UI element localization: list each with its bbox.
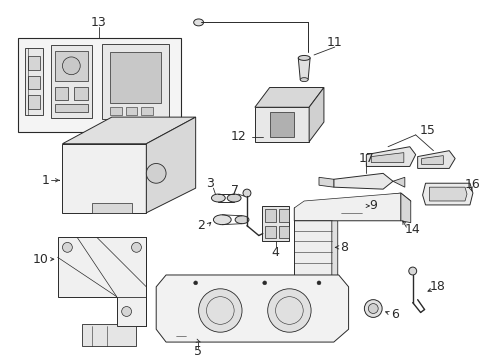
Circle shape bbox=[267, 289, 310, 332]
Ellipse shape bbox=[211, 194, 225, 202]
Circle shape bbox=[62, 242, 72, 252]
Text: 12: 12 bbox=[230, 130, 245, 143]
Polygon shape bbox=[146, 117, 195, 213]
Polygon shape bbox=[62, 144, 146, 213]
Ellipse shape bbox=[300, 78, 307, 82]
Text: 13: 13 bbox=[91, 16, 106, 29]
Polygon shape bbox=[294, 208, 331, 277]
Polygon shape bbox=[340, 206, 362, 220]
Text: 4: 4 bbox=[271, 246, 279, 259]
Polygon shape bbox=[428, 187, 466, 201]
Polygon shape bbox=[318, 177, 333, 187]
Circle shape bbox=[131, 242, 141, 252]
Polygon shape bbox=[331, 208, 337, 283]
Ellipse shape bbox=[193, 19, 203, 26]
Polygon shape bbox=[254, 107, 308, 142]
Polygon shape bbox=[269, 112, 294, 137]
Polygon shape bbox=[141, 107, 153, 115]
Polygon shape bbox=[294, 193, 410, 221]
Text: 7: 7 bbox=[231, 184, 239, 197]
Polygon shape bbox=[298, 58, 309, 80]
Polygon shape bbox=[261, 206, 289, 242]
Circle shape bbox=[146, 163, 166, 183]
Text: 14: 14 bbox=[404, 223, 420, 236]
Polygon shape bbox=[422, 183, 472, 205]
Polygon shape bbox=[366, 147, 415, 166]
Polygon shape bbox=[294, 193, 400, 221]
Text: 18: 18 bbox=[428, 280, 445, 293]
Polygon shape bbox=[254, 87, 323, 107]
Polygon shape bbox=[362, 210, 369, 216]
Circle shape bbox=[193, 281, 197, 285]
Polygon shape bbox=[18, 38, 181, 132]
Polygon shape bbox=[28, 76, 40, 90]
Polygon shape bbox=[58, 238, 146, 326]
Polygon shape bbox=[125, 107, 137, 115]
Polygon shape bbox=[370, 153, 403, 162]
Circle shape bbox=[262, 281, 266, 285]
Polygon shape bbox=[25, 48, 42, 115]
Text: 11: 11 bbox=[326, 36, 342, 49]
Polygon shape bbox=[278, 226, 289, 238]
Polygon shape bbox=[74, 86, 88, 100]
Circle shape bbox=[316, 281, 320, 285]
Circle shape bbox=[367, 303, 377, 314]
Text: 8: 8 bbox=[339, 241, 347, 254]
Polygon shape bbox=[400, 193, 410, 223]
Circle shape bbox=[408, 267, 416, 275]
Text: 17: 17 bbox=[358, 152, 373, 165]
Polygon shape bbox=[278, 209, 289, 222]
Text: 16: 16 bbox=[464, 178, 480, 191]
Circle shape bbox=[198, 289, 242, 332]
Polygon shape bbox=[55, 51, 88, 81]
Polygon shape bbox=[28, 56, 40, 70]
Polygon shape bbox=[421, 156, 443, 165]
Polygon shape bbox=[92, 203, 131, 213]
Polygon shape bbox=[28, 95, 40, 109]
Polygon shape bbox=[102, 44, 169, 119]
Polygon shape bbox=[392, 177, 404, 187]
Text: 10: 10 bbox=[33, 253, 49, 266]
Text: 1: 1 bbox=[41, 174, 49, 187]
Ellipse shape bbox=[227, 194, 241, 202]
Polygon shape bbox=[110, 52, 161, 103]
Polygon shape bbox=[156, 275, 348, 342]
Ellipse shape bbox=[235, 216, 248, 224]
Circle shape bbox=[243, 189, 250, 197]
Text: 2: 2 bbox=[196, 219, 204, 232]
Polygon shape bbox=[51, 45, 92, 118]
Polygon shape bbox=[308, 87, 323, 142]
Circle shape bbox=[62, 57, 80, 75]
Polygon shape bbox=[264, 226, 275, 238]
Polygon shape bbox=[417, 151, 454, 168]
Text: 15: 15 bbox=[419, 125, 435, 138]
Polygon shape bbox=[110, 107, 122, 115]
Polygon shape bbox=[264, 209, 275, 222]
Text: 3: 3 bbox=[206, 177, 214, 190]
Polygon shape bbox=[55, 104, 88, 112]
Polygon shape bbox=[55, 86, 68, 100]
Text: 6: 6 bbox=[390, 308, 398, 321]
Polygon shape bbox=[62, 117, 195, 144]
Ellipse shape bbox=[298, 55, 309, 60]
Circle shape bbox=[364, 300, 381, 318]
Polygon shape bbox=[333, 174, 392, 189]
Circle shape bbox=[122, 307, 131, 316]
Polygon shape bbox=[82, 324, 136, 346]
Text: 5: 5 bbox=[193, 346, 201, 359]
Ellipse shape bbox=[213, 215, 231, 225]
Text: 9: 9 bbox=[368, 199, 376, 212]
